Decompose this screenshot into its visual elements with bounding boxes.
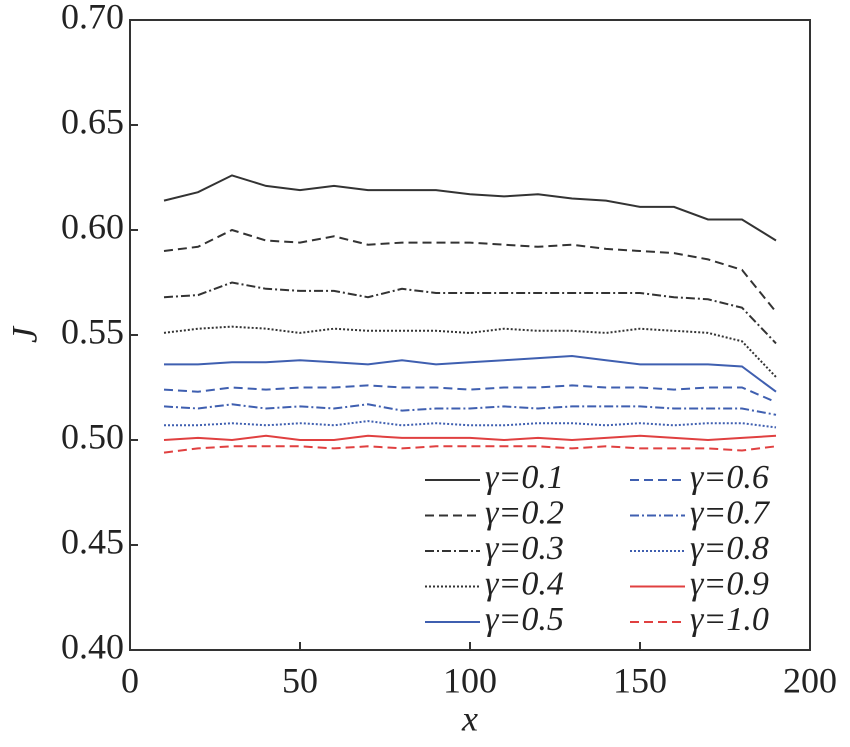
y-axis-label: J: [4, 325, 44, 343]
series-line: [163, 384, 777, 404]
series-line: [163, 281, 777, 345]
legend-label: γ=1.0: [690, 601, 769, 638]
legend-label: γ=0.8: [690, 530, 769, 567]
legend-label: γ=0.9: [690, 565, 769, 602]
x-tick-label: 200: [783, 660, 837, 700]
x-tick-label: 100: [443, 660, 497, 700]
series-line: [163, 325, 777, 378]
y-tick-label: 0.50: [61, 416, 124, 456]
legend-label: γ=0.3: [485, 530, 564, 567]
x-tick-label: 50: [282, 660, 318, 700]
y-tick-label: 0.45: [61, 521, 124, 561]
y-tick-label: 0.55: [61, 311, 124, 351]
legend-label: γ=0.1: [485, 459, 564, 496]
series-line: [163, 445, 777, 454]
y-tick-label: 0.60: [61, 206, 124, 246]
x-tick-label: 0: [121, 660, 139, 700]
series-line: [163, 174, 777, 242]
legend-label: γ=0.4: [485, 565, 564, 602]
y-tick-label: 0.40: [61, 626, 124, 666]
x-axis-label: x: [461, 698, 478, 738]
legend-label: γ=0.6: [690, 459, 769, 496]
y-tick-label: 0.70: [61, 0, 124, 36]
legend-label: γ=0.2: [485, 494, 564, 531]
series-line: [164, 354, 777, 393]
series-line: [163, 434, 777, 442]
legend-label: γ=0.5: [485, 601, 564, 638]
series-line: [164, 420, 777, 429]
legend-label: γ=0.7: [690, 494, 771, 531]
series-line: [163, 228, 777, 313]
x-tick-label: 150: [613, 660, 667, 700]
y-tick-label: 0.65: [61, 101, 124, 141]
series-line: [163, 403, 777, 416]
